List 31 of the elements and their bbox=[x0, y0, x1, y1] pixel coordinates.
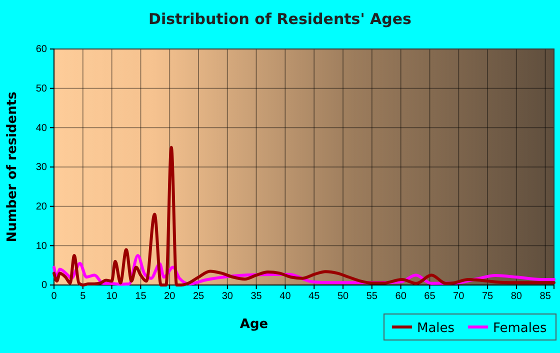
x-tick-label: 75 bbox=[482, 291, 494, 302]
y-axis-title: Number of residents bbox=[5, 91, 20, 242]
y-tick-label: 30 bbox=[36, 162, 48, 174]
x-tick-label: 35 bbox=[250, 291, 262, 302]
legend-label: Males bbox=[417, 321, 455, 336]
x-tick-label: 60 bbox=[395, 291, 407, 302]
y-tick-label: 10 bbox=[36, 240, 48, 252]
y-tick-label: 20 bbox=[36, 202, 48, 213]
line-series bbox=[52, 146, 556, 286]
y-tick-label: 50 bbox=[36, 84, 48, 95]
x-tick-label: 15 bbox=[135, 291, 147, 302]
x-tick-label: 45 bbox=[308, 291, 320, 302]
x-tick-label: 80 bbox=[510, 291, 522, 302]
x-tick-label: 55 bbox=[366, 291, 378, 302]
chart-title: Distribution of Residents' Ages bbox=[148, 10, 412, 28]
x-tick-label: 30 bbox=[222, 291, 234, 302]
y-tick-label: 60 bbox=[36, 44, 48, 56]
x-tick-label: 65 bbox=[424, 291, 436, 302]
y-tick-label: 0 bbox=[41, 280, 48, 292]
x-tick-label: 20 bbox=[164, 291, 176, 302]
legend-label: Females bbox=[493, 321, 548, 336]
x-tick-label: 5 bbox=[80, 291, 86, 302]
x-tick-label: 40 bbox=[280, 291, 292, 302]
x-tick-label: 50 bbox=[337, 291, 350, 302]
x-tick-label: 10 bbox=[106, 291, 118, 302]
x-tick-label: 70 bbox=[453, 291, 465, 302]
x-tick-label: 0 bbox=[51, 291, 58, 302]
x-tick-label: 25 bbox=[192, 291, 205, 302]
x-tick-label: 85 bbox=[540, 291, 552, 302]
y-tick-label: 40 bbox=[36, 122, 48, 134]
x-axis-title: Age bbox=[240, 317, 268, 332]
